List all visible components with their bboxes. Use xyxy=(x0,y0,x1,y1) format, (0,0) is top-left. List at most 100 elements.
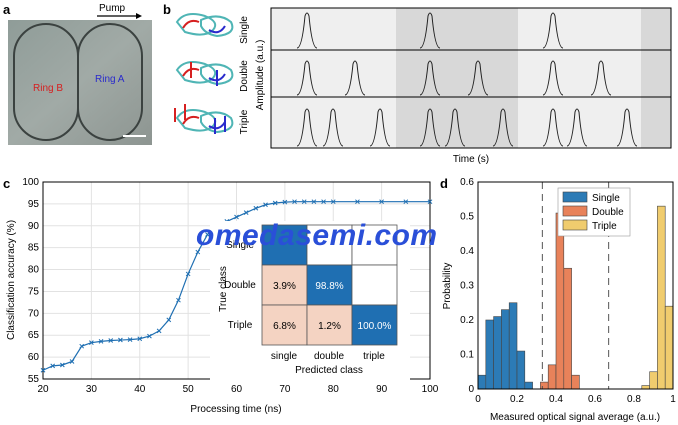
accuracy-ticks: 20 30 40 50 60 70 80 90 100 55 60 65 70 75 80 85 90 95 100 xyxy=(22,177,438,395)
confusion-cell-2-2 xyxy=(351,304,398,346)
histogram-ytick-label: 0.5 xyxy=(460,212,474,223)
shaded-window-4 xyxy=(641,8,671,148)
row-label-double: Double xyxy=(239,60,250,92)
pulse-2-5 xyxy=(492,108,514,147)
accuracy-ytick-label: 75 xyxy=(28,286,40,297)
accuracy-xtick-label: 40 xyxy=(134,384,146,395)
panel-b-traces: Single Double Triple Amplitude (a.u.) Ti… xyxy=(174,7,672,165)
histogram-ytick-label: 0.3 xyxy=(460,281,474,292)
confusion-matrix-inset: 3.9% 98.8% 6.8% 1.2% 100.0% Single Double Tr… xyxy=(210,221,410,381)
accuracy-xtick-label: 90 xyxy=(376,384,388,395)
shaded-window-2 xyxy=(396,8,518,148)
ring-b-label: Ring B xyxy=(33,83,63,94)
accuracy-xtick-label: 20 xyxy=(37,384,49,395)
accuracy-ytick-label: 70 xyxy=(28,308,40,319)
histogram-bar-single xyxy=(501,309,510,390)
accuracy-point xyxy=(272,200,278,206)
accuracy-ytick-label: 95 xyxy=(28,199,40,210)
ring-a-shape xyxy=(77,23,143,141)
pulse-2-2 xyxy=(369,108,391,147)
confusion-row-label-single: Single xyxy=(226,240,254,251)
histogram-bar-single xyxy=(508,302,518,390)
confusion-value-2-1: 1.2% xyxy=(318,321,341,332)
histogram-frame xyxy=(477,181,674,390)
pulse-2-8 xyxy=(616,108,638,147)
pulse-1-0 xyxy=(296,60,318,96)
histogram-x-label: Measured optical signal average (a.u.) xyxy=(490,412,660,423)
accuracy-point xyxy=(156,328,162,334)
accuracy-xtick-label: 70 xyxy=(279,384,291,395)
pulse-1-1 xyxy=(344,60,366,96)
histogram-bar-double xyxy=(555,212,565,390)
confusion-cell-0-0 xyxy=(261,224,308,266)
accuracy-point xyxy=(50,363,56,369)
pulse-1-4 xyxy=(542,60,564,96)
histogram-bar-double xyxy=(540,381,549,390)
legend-label-triple: Triple xyxy=(592,221,617,232)
histogram-ticks: 0 0.2 0.4 0.6 0.8 1 0 0.1 0.2 0.3 0.4 0.5 0.6 xyxy=(460,177,676,405)
accuracy-point xyxy=(282,199,288,205)
accuracy-y-label: Classification accuracy (%) xyxy=(6,220,17,340)
accuracy-point xyxy=(301,199,307,205)
histogram-xtick-label: 0.8 xyxy=(627,394,641,405)
confusion-x-label: Predicted class xyxy=(295,365,363,376)
accuracy-point xyxy=(79,343,85,349)
histogram-legend: Single Double Triple xyxy=(557,187,631,237)
accuracy-point xyxy=(166,317,172,323)
pulse-2-4 xyxy=(444,108,466,147)
confusion-y-label: True class xyxy=(218,266,229,312)
histogram-bar-double xyxy=(547,364,557,390)
confusion-cells: 3.9% 98.8% 6.8% 1.2% 100.0% xyxy=(261,224,398,346)
accuracy-point xyxy=(243,210,249,215)
accuracy-point xyxy=(127,337,133,342)
accuracy-point xyxy=(89,340,94,346)
panel-letter-d: d xyxy=(440,176,448,191)
legend-label-single: Single xyxy=(592,193,620,204)
histogram-xtick-label: 0.4 xyxy=(549,394,563,405)
accuracy-point xyxy=(253,205,259,211)
accuracy-point xyxy=(379,199,384,205)
accuracy-ytick-label: 85 xyxy=(28,243,40,254)
accuracy-point xyxy=(355,199,360,205)
confusion-value-1-0: 3.9% xyxy=(273,281,296,292)
pulse-0-2 xyxy=(542,12,564,49)
accuracy-ytick-label: 60 xyxy=(28,352,40,363)
pulse-1-5 xyxy=(590,60,612,96)
accuracy-point xyxy=(137,336,143,342)
histogram-ytick-label: 0 xyxy=(468,384,474,395)
confusion-cell-1-0 xyxy=(261,264,308,306)
histogram-thresholds xyxy=(541,182,610,389)
time-axis-label: Time (s) xyxy=(453,154,489,165)
micrograph-background xyxy=(8,20,152,145)
row-label-triple: Triple xyxy=(239,109,250,134)
accuracy-point xyxy=(40,367,46,373)
histogram-bar-single xyxy=(485,319,494,390)
histogram-xtick-label: 1 xyxy=(670,394,676,405)
ring-a-label: Ring A xyxy=(95,74,125,85)
legend-swatch-triple xyxy=(562,219,588,231)
accuracy-point xyxy=(403,199,409,205)
histogram-ytick-label: 0.4 xyxy=(460,246,474,257)
confusion-col-label-triple: triple xyxy=(363,351,385,362)
accuracy-ytick-label: 55 xyxy=(28,374,40,385)
accuracy-point xyxy=(176,297,181,303)
pulse-2-6 xyxy=(542,108,564,147)
histogram-ytick-label: 0.6 xyxy=(460,177,474,188)
histogram-ytick-label: 0.1 xyxy=(460,350,474,361)
histogram-xtick-label: 0.6 xyxy=(588,394,602,405)
confusion-row-label-double: Double xyxy=(224,280,256,291)
accuracy-ytick-label: 90 xyxy=(28,221,40,232)
histogram-bar-triple xyxy=(641,385,650,390)
accuracy-point xyxy=(195,249,201,255)
histogram-bar-single xyxy=(493,316,502,390)
trace-frame xyxy=(270,7,672,149)
accuracy-point xyxy=(330,199,336,205)
panel-letter-a: a xyxy=(3,2,11,17)
histogram-xtick-label: 0 xyxy=(475,394,481,405)
histogram-bar-triple xyxy=(664,305,674,390)
accuracy-point xyxy=(205,232,210,237)
confusion-row-label-triple: Triple xyxy=(228,320,253,331)
accuracy-point xyxy=(311,199,317,205)
accuracy-point xyxy=(427,199,433,205)
accuracy-point xyxy=(59,362,65,368)
